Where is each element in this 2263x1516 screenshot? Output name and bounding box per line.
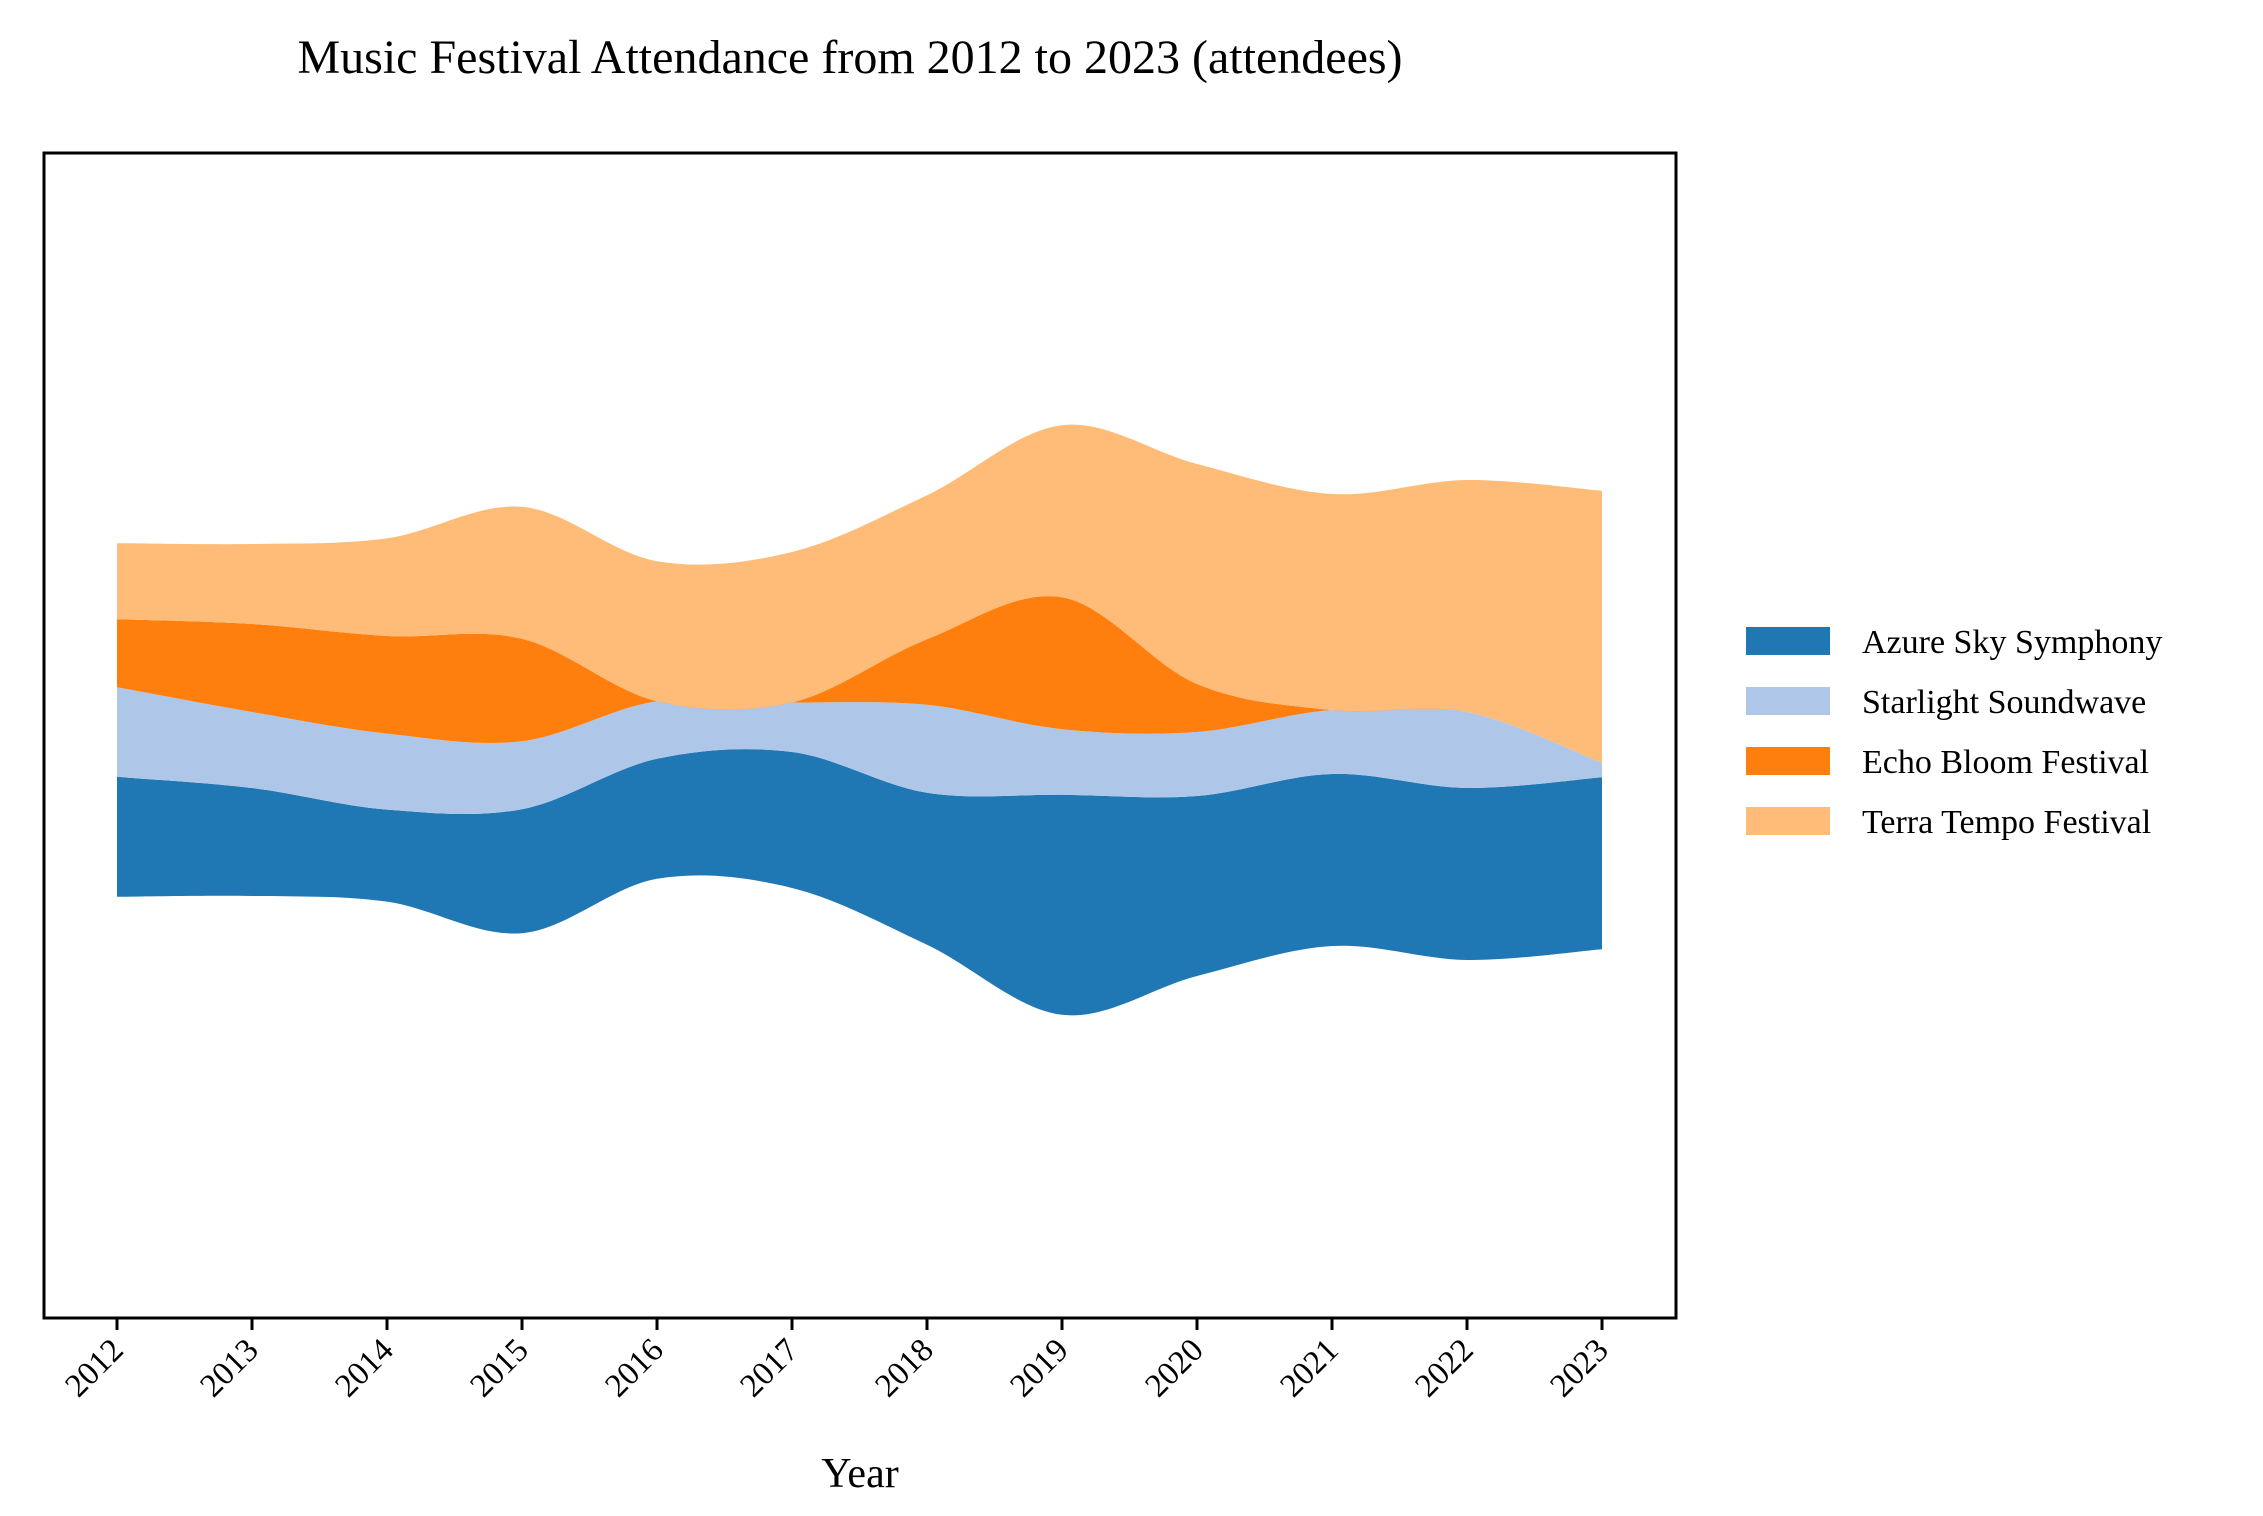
x-tick-label: 2022	[1409, 1332, 1481, 1404]
x-tick-label: 2018	[869, 1332, 941, 1404]
x-tick-label: 2015	[464, 1332, 536, 1404]
legend-label: Azure Sky Symphony	[1862, 624, 2162, 661]
legend-swatch	[1746, 687, 1830, 715]
x-axis-label: Year	[821, 1451, 898, 1497]
legend-swatch	[1746, 627, 1830, 655]
x-tick-label: 2016	[599, 1332, 671, 1404]
legend: Azure Sky Symphony Starlight Soundwave Ech…	[1746, 624, 2162, 841]
x-tick-label: 2014	[329, 1332, 401, 1404]
stream-starlight-soundwave	[117, 687, 1602, 815]
legend-label: Echo Bloom Festival	[1862, 744, 2149, 781]
legend-label: Starlight Soundwave	[1862, 684, 2146, 721]
x-tick-label: 2013	[194, 1332, 266, 1404]
x-tick-label: 2020	[1139, 1332, 1211, 1404]
legend-swatch	[1746, 747, 1830, 775]
stream-terra-tempo-festival	[117, 424, 1602, 763]
legend-swatch	[1746, 807, 1830, 835]
plot-frame	[42, 151, 1678, 1320]
stream-echo-bloom-festival	[117, 596, 1602, 763]
x-tick-label: 2023	[1544, 1332, 1616, 1404]
legend-label: Terra Tempo Festival	[1862, 804, 2151, 841]
x-axis: 2012 2013 2014 2015 2016 2017 2018 2019 2020 2021…	[59, 1318, 1616, 1404]
x-tick-label: 2012	[59, 1332, 131, 1404]
stream-areas	[117, 424, 1602, 1016]
chart-title: Music Festival Attendance from 2012 to 2…	[297, 31, 1402, 84]
x-tick-label: 2021	[1274, 1332, 1346, 1404]
stream-azure-sky-symphony	[117, 749, 1602, 1016]
x-tick-label: 2017	[734, 1332, 806, 1404]
x-tick-label: 2019	[1004, 1332, 1076, 1404]
